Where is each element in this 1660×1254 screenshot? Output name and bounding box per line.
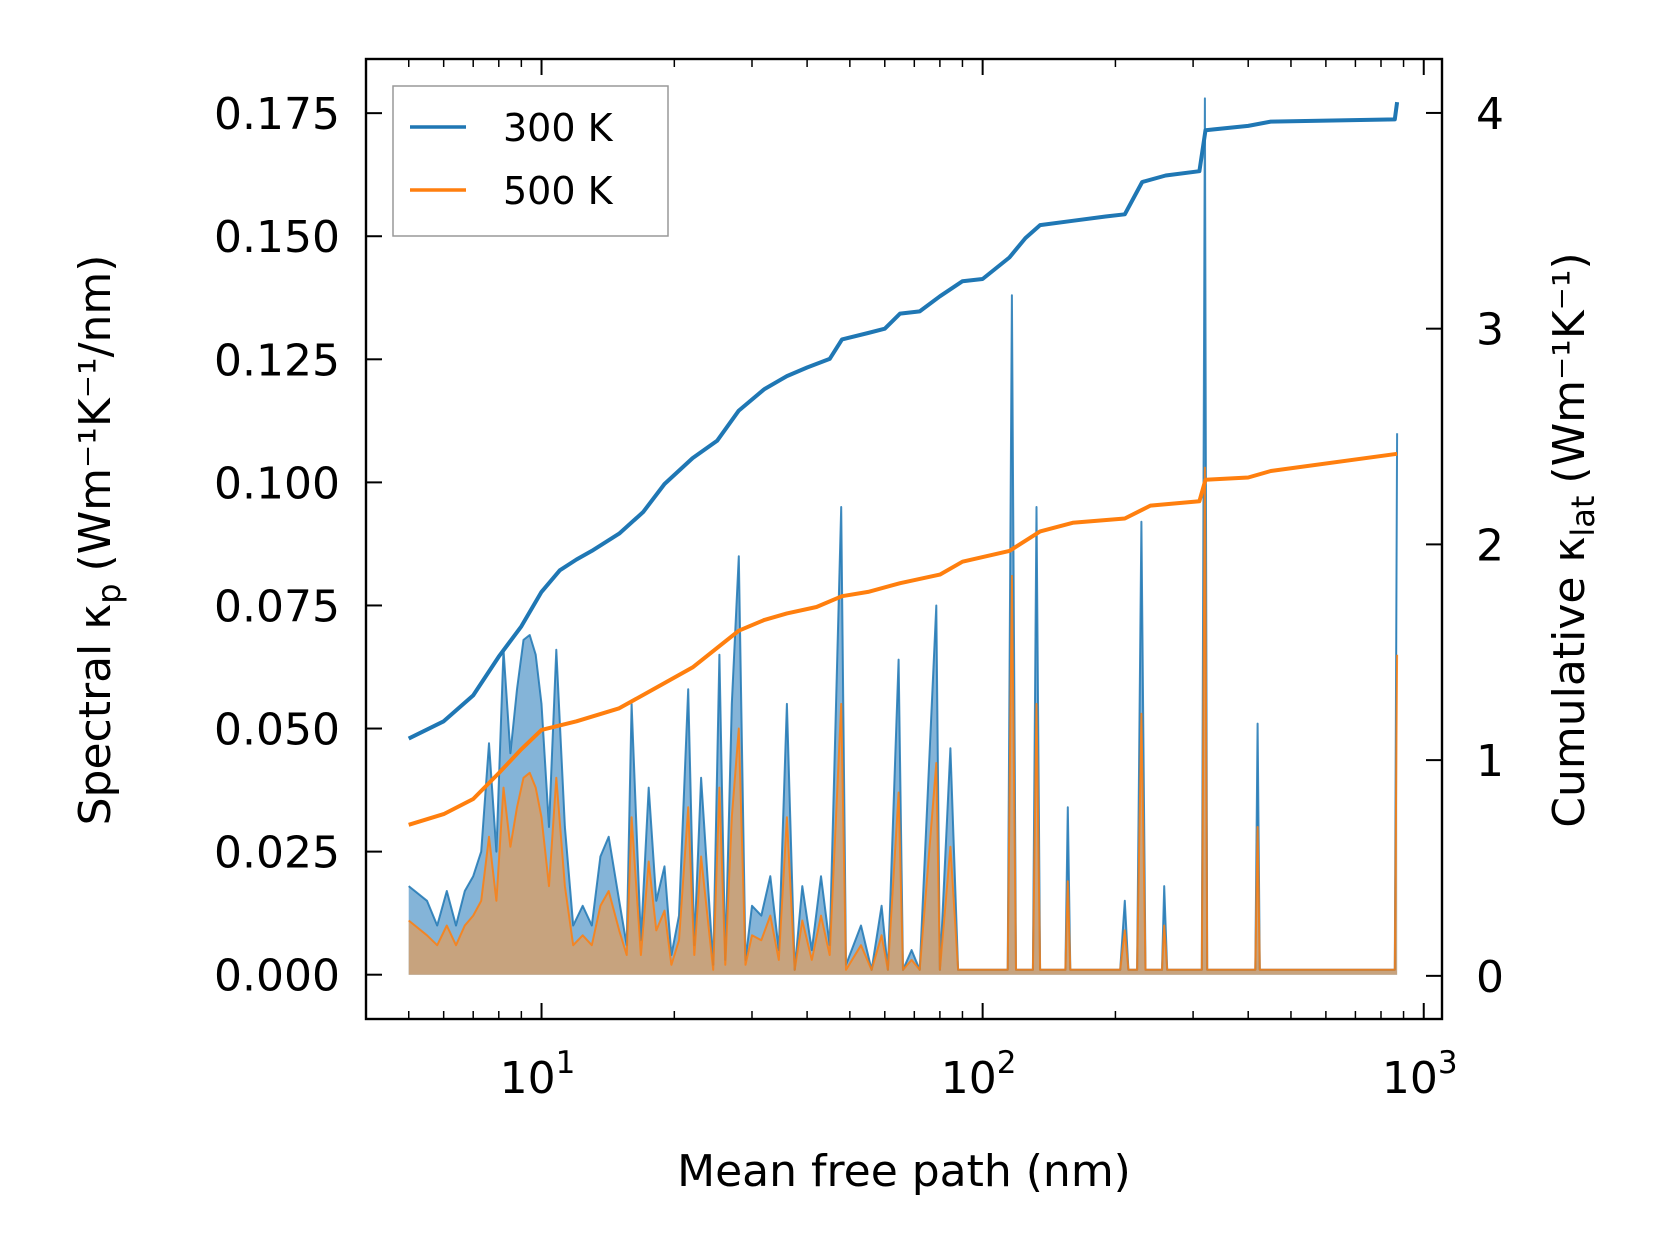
x-tick-label: 102 xyxy=(941,1045,1017,1104)
y-left-tick-label: 0.075 xyxy=(214,581,340,632)
plot-frame xyxy=(364,57,1444,1021)
right-axis-title-base: Cumulative κ xyxy=(1544,537,1595,828)
x-tick-label: 101 xyxy=(500,1045,576,1104)
tick-layer: 101 102 1030.0000.0250.0500.0750.1000.1250… xyxy=(214,59,1504,1104)
y-left-tick-label: 0.175 xyxy=(214,89,340,140)
left-axis-title-unit: (Wm⁻¹K⁻¹/nm) xyxy=(70,255,121,572)
x-tick-label-base: 10 xyxy=(941,1053,997,1104)
legend-label-300k: 300 K xyxy=(503,106,614,150)
y-left-tick-label: 0.150 xyxy=(214,212,340,263)
spectral-area-500k xyxy=(408,467,1398,975)
x-tick-label-exponent: 1 xyxy=(556,1045,576,1081)
y-left-tick-label: 0.000 xyxy=(214,951,340,1002)
cumulative-line-500k xyxy=(408,451,1398,827)
spectral-line-500k xyxy=(408,466,1399,971)
x-tick-label: 103 xyxy=(1382,1045,1458,1104)
x-tick-label-exponent: 3 xyxy=(1438,1045,1458,1081)
legend-box xyxy=(392,85,669,237)
y-left-tick-label: 0.025 xyxy=(214,828,340,879)
left-axis-title: Spectral κp (Wm⁻¹K⁻¹/nm) xyxy=(70,255,128,826)
left-axis-title-sub: p xyxy=(90,583,128,603)
right-axis-title: Cumulative κlat (Wm⁻¹K⁻¹) xyxy=(1544,252,1602,827)
legend: 300 K 500 K xyxy=(392,85,669,237)
y-right-tick-label: 3 xyxy=(1476,305,1504,356)
spectral-line-layer xyxy=(408,97,1399,971)
left-axis-title-base: Spectral κ xyxy=(70,604,121,826)
cumulative-line-300k xyxy=(407,101,1400,741)
x-tick-label-base: 10 xyxy=(1382,1053,1438,1104)
y-left-tick-label: 0.125 xyxy=(214,335,340,386)
right-axis-title-sub: lat xyxy=(1564,496,1602,537)
y-left-tick-label: 0.100 xyxy=(214,458,340,509)
y-right-tick-label: 1 xyxy=(1476,736,1504,787)
x-tick-label-base: 10 xyxy=(500,1053,556,1104)
spectral-fill-layer xyxy=(408,98,1398,975)
x-axis-title: Mean free path (nm) xyxy=(677,1146,1131,1197)
y-right-tick-label: 4 xyxy=(1476,89,1504,140)
y-right-tick-label: 2 xyxy=(1476,520,1504,571)
right-axis-title-unit: (Wm⁻¹K⁻¹) xyxy=(1544,252,1595,483)
y-left-tick-label: 0.050 xyxy=(214,705,340,756)
x-tick-label-exponent: 2 xyxy=(997,1045,1017,1081)
cumulative-line-layer xyxy=(407,101,1400,827)
legend-label-500k: 500 K xyxy=(503,169,614,213)
y-right-tick-label: 0 xyxy=(1476,952,1504,1003)
